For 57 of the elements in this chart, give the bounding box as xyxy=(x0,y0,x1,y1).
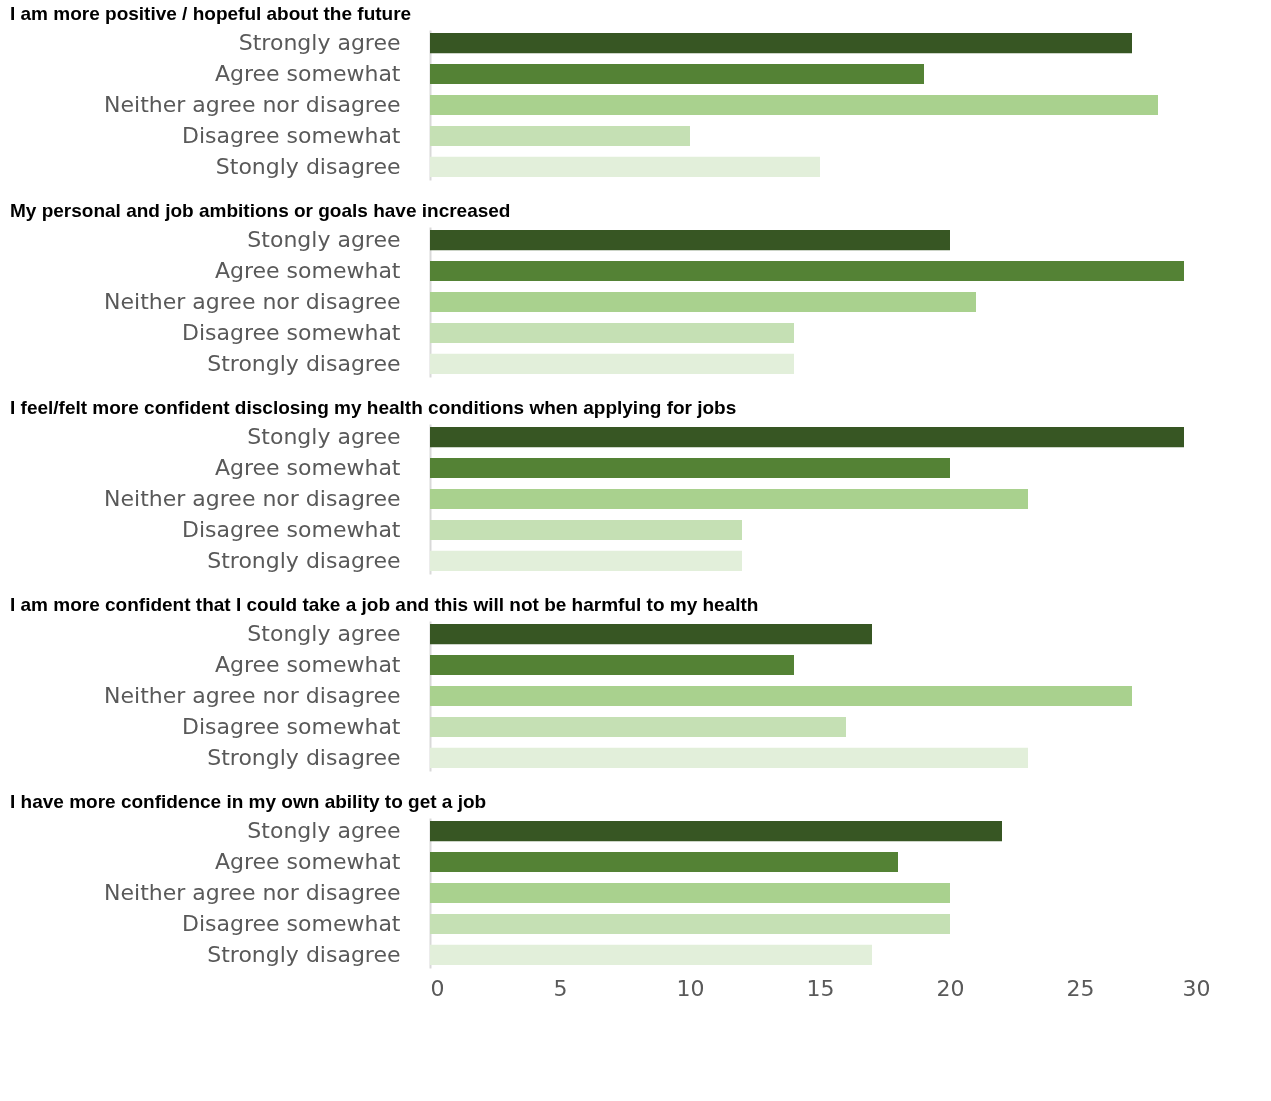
bar xyxy=(430,261,1184,282)
bar xyxy=(430,655,794,676)
y-tick-label: Disagree somewhat xyxy=(181,122,401,148)
bar xyxy=(430,291,976,313)
y-tick-label: Agree somewhat xyxy=(214,652,401,678)
text: My personal and job ambitions or goals have increased xyxy=(10,200,511,221)
x-tick-label: 0 xyxy=(430,975,445,1001)
y-tick-label: Strongly disagree xyxy=(207,941,401,967)
x-tick-label: 30 xyxy=(1182,975,1211,1001)
bar xyxy=(430,33,1132,54)
bar xyxy=(430,488,1028,510)
y-tick-label: Agree somewhat xyxy=(214,849,401,875)
y-tick-label: Agree somewhat xyxy=(214,258,401,284)
y-tick-label: Strongly disagree xyxy=(207,744,401,770)
y-tick-label: Disagree somewhat xyxy=(181,713,401,739)
text: I am more positive / hopeful about the future xyxy=(10,3,412,24)
y-tick-label: Strongly disagree xyxy=(207,547,401,573)
bar xyxy=(430,156,820,177)
y-tick-label: Stongly agree xyxy=(247,227,401,253)
bar xyxy=(430,685,1132,707)
chart-title: I am more confident that I could take a job and this will not be harmful to my health xyxy=(10,594,759,615)
x-tick-label: 25 xyxy=(1066,975,1095,1001)
y-tick-label: Stongly agree xyxy=(247,818,401,844)
bar xyxy=(430,458,950,479)
y-tick-label: Stongly agree xyxy=(247,424,401,450)
y-tick-label: Stongly agree xyxy=(247,621,401,647)
text: I have more confidence in my own ability to get a job xyxy=(10,791,487,812)
y-tick-label: Strongly disagree xyxy=(207,350,401,376)
bar xyxy=(430,716,846,737)
x-tick-label: 5 xyxy=(553,975,568,1001)
y-tick-label: Agree somewhat xyxy=(214,61,401,87)
bar xyxy=(430,353,794,374)
x-tick-label: 10 xyxy=(676,975,705,1001)
bar xyxy=(430,519,742,540)
y-tick-label: Neither agree nor disagree xyxy=(104,683,401,708)
y-tick-label: Neither agree nor disagree xyxy=(104,486,401,511)
y-tick-label: Agree somewhat xyxy=(214,455,401,481)
y-tick-label: Neither agree nor disagree xyxy=(104,92,401,117)
x-tick-label: 15 xyxy=(806,975,835,1001)
y-tick-label: Disagree somewhat xyxy=(181,516,401,542)
bar xyxy=(430,64,924,85)
chart-title: I feel/felt more confident disclosing my health conditions when applying for jobs xyxy=(10,397,737,418)
y-tick-label: Stongly disagree xyxy=(215,153,401,179)
bar xyxy=(430,550,742,571)
bar xyxy=(430,230,950,251)
y-tick-label: Neither agree nor disagree xyxy=(104,880,401,905)
bar xyxy=(430,94,1158,116)
bar xyxy=(430,624,872,645)
bar xyxy=(430,427,1184,448)
x-tick-label: 20 xyxy=(936,975,965,1001)
y-tick-label: Neither agree nor disagree xyxy=(104,289,401,314)
bar xyxy=(430,747,1028,768)
y-tick-label: Disagree somewhat xyxy=(181,910,401,936)
y-tick-label: Strongly agree xyxy=(238,30,401,56)
bar xyxy=(430,125,690,146)
bar xyxy=(430,322,794,343)
y-tick-label: Disagree somewhat xyxy=(181,319,401,345)
